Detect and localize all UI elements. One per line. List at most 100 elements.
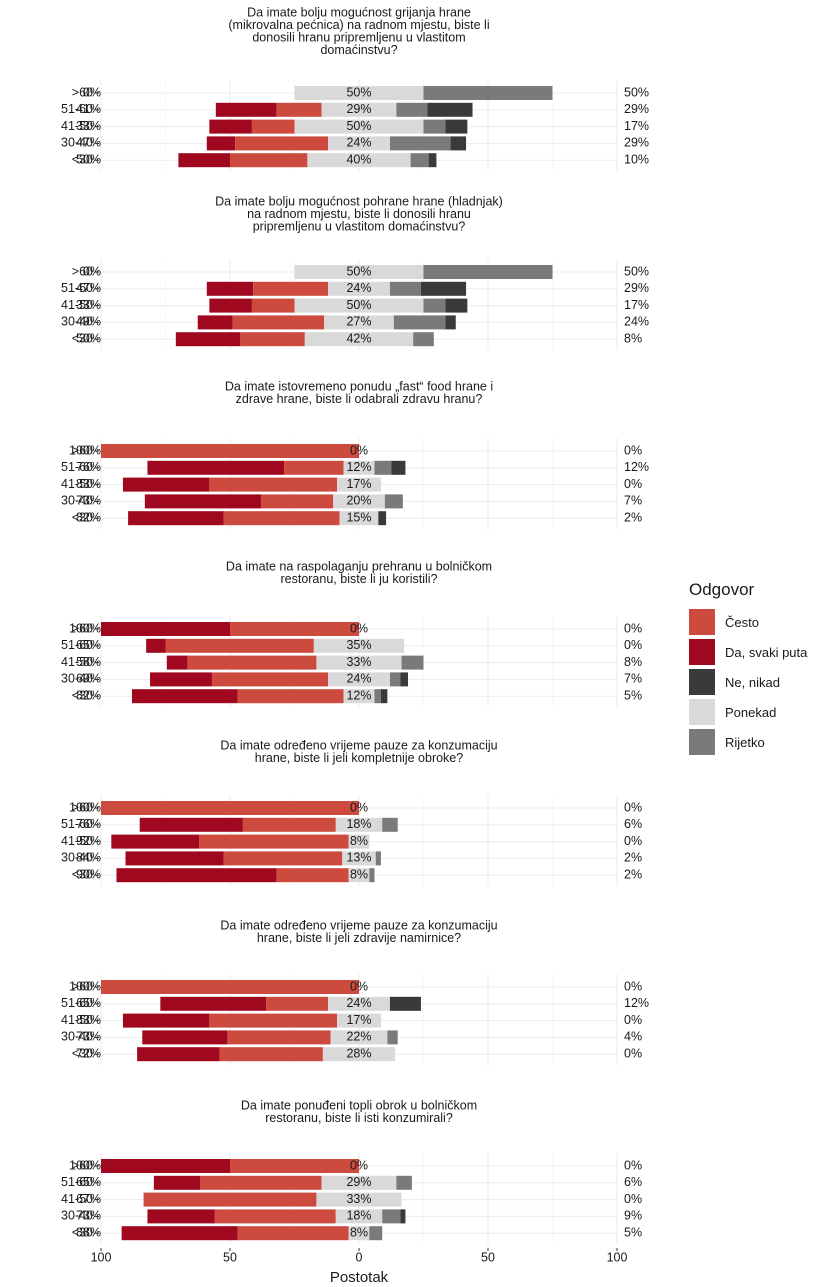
panel-1: Da imate bolju mogućnost grijanja hrane(… [61,5,649,172]
left-percent-label: 33% [76,298,101,312]
left-percent-label: 0% [83,264,101,278]
left-percent-label: 88% [76,1225,101,1239]
center-percent-label: 24% [346,281,371,295]
left-percent-label: 41% [76,102,101,116]
right-percent-label: 0% [624,1192,642,1206]
left-percent-label: 90% [76,867,101,881]
bar-ponekad [337,477,381,492]
left-percent-label: 65% [76,638,101,652]
row-group-label: 30-40 [61,672,93,686]
legend-swatch-ponekad [689,699,715,725]
row-group-label: <30 [72,331,93,345]
center-percent-label: 12% [346,688,371,702]
left-percent-label: 73% [76,1030,101,1044]
bar-cesto [251,298,295,313]
panel-title-line: hrane, biste li jeli zdravije namirnice? [257,931,461,945]
right-percent-label: 5% [624,688,642,702]
bar-ponekad [342,851,376,866]
row-group-label: 30-40 [61,1209,93,1223]
bar-da [146,638,166,653]
bar-ponekad [294,298,424,313]
row-group-label: >60 [72,1158,93,1172]
panel-title-line: donosili hranu pripremljenu u vlastitom [252,30,465,44]
bar-ne [400,1209,406,1224]
center-percent-label: 8% [350,867,368,881]
bar-ne [420,281,467,296]
x-tick-label: 100 [607,1250,628,1264]
bar-ponekad [328,281,390,296]
bar-da [122,477,210,492]
legend-item-ne: Ne, nikad [689,667,829,697]
center-percent-label: 24% [346,672,371,686]
bar-rijetko [374,689,381,704]
center-percent-label: 50% [346,264,371,278]
bar-da [209,119,252,134]
bar-rijetko [423,86,553,100]
row-group-label: 51-60 [61,817,93,831]
bar-da [178,153,230,168]
bar-ne [445,315,456,330]
right-percent-label: 10% [624,152,649,166]
center-percent-label: 0% [350,1158,368,1172]
left-percent-label: 100% [69,800,101,814]
bar-rijetko [401,655,424,670]
center-percent-label: 27% [346,315,371,329]
left-percent-label: 69% [76,672,101,686]
left-percent-label: 100% [69,443,101,457]
left-percent-label: 100% [69,621,101,635]
left-percent-label: 67% [76,1192,101,1206]
row-group-label: >60 [72,979,93,993]
bar-rijetko [382,817,398,832]
left-percent-label: 50% [76,331,101,345]
bar-ponekad [313,638,405,653]
bar-ponekad [324,315,394,330]
right-percent-label: 0% [624,979,642,993]
right-percent-label: 0% [624,800,642,814]
bar-rijetko [384,494,403,509]
left-percent-label: 33% [76,119,101,133]
left-percent-label: 0% [83,85,101,99]
bar-ponekad [294,265,424,279]
legend-title: Odgovor [689,580,755,599]
center-percent-label: 15% [346,510,371,524]
bar-ponekad [322,1047,396,1062]
panel-title-line: Da imate određeno vrijeme pauze za konzu… [220,918,497,932]
panel-title-line: (mikrovalna pećnica) na radnom mjestu, b… [228,18,489,32]
bar-cesto [209,1013,338,1028]
center-percent-label: 40% [346,152,371,166]
bar-rijetko [423,298,446,313]
bar-da [125,851,224,866]
bar-cesto [101,444,359,458]
bar-da [137,1047,220,1062]
row-group-label: <30 [72,510,93,524]
bar-da [128,511,224,526]
bar-cesto [101,980,359,994]
x-tick-label: 50 [223,1250,237,1264]
bar-cesto [284,460,344,475]
bar-da [101,622,230,636]
right-percent-label: 24% [624,315,649,329]
bar-da [150,672,212,687]
row-group-label: >60 [72,85,93,99]
row-group-label: 30-40 [61,494,93,508]
left-percent-label: 83% [76,1013,101,1027]
row-group-label: 41-50 [61,477,93,491]
panel-4: Da imate na raspolaganju prehranu u boln… [61,559,642,708]
bar-row: >600% 50% 50% [72,264,649,279]
